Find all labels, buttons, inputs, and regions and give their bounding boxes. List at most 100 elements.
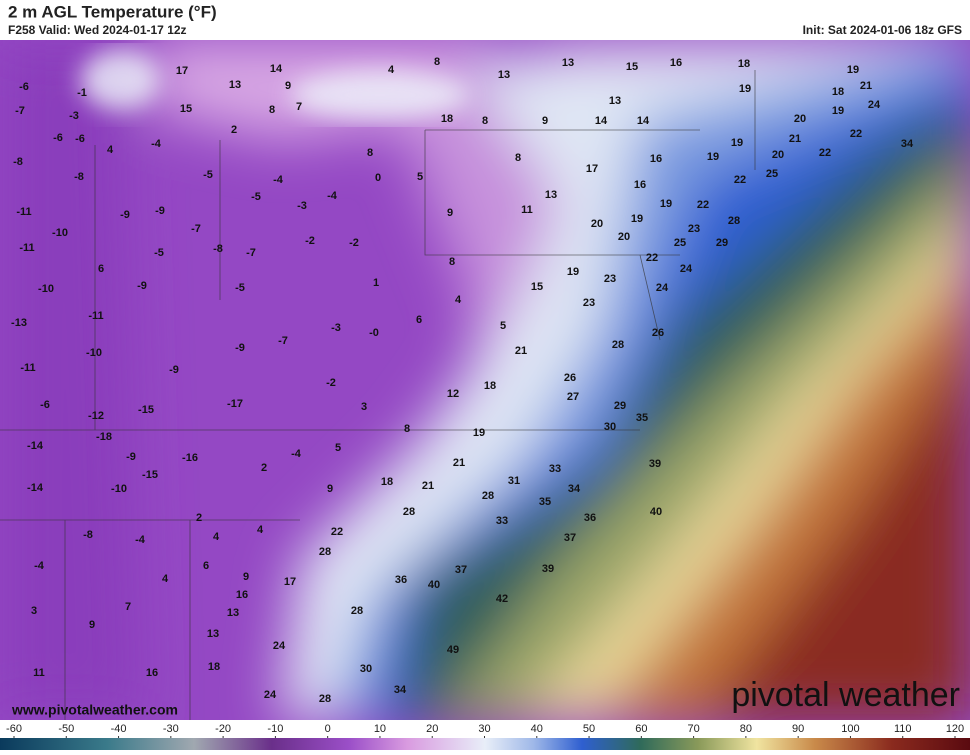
temperature-label: 18 (738, 58, 750, 70)
temperature-label: 9 (89, 619, 95, 631)
temperature-label: 42 (496, 593, 508, 605)
temperature-label: 19 (660, 198, 672, 210)
temperature-label: 4 (213, 531, 220, 543)
temperature-label: -10 (111, 483, 127, 495)
colorbar-tick-label: -40 (111, 723, 127, 735)
temperature-label: 4 (455, 294, 462, 306)
temperature-label: 39 (649, 458, 661, 470)
temperature-label: -3 (297, 200, 307, 212)
title: 2 m AGL Temperature (°F) (8, 2, 217, 21)
temperature-label: 21 (515, 345, 527, 357)
temperature-label: 18 (832, 86, 844, 98)
temperature-label: 13 (498, 69, 510, 81)
temperature-label: 49 (447, 644, 459, 656)
temperature-label: -7 (15, 105, 25, 117)
temperature-label: -15 (142, 469, 158, 481)
temperature-label: -12 (88, 410, 104, 422)
temperature-label: 18 (208, 661, 220, 673)
temperature-label: 8 (515, 152, 521, 164)
temperature-label: 21 (422, 480, 434, 492)
temperature-label: 5 (417, 171, 423, 183)
station-labels: -6 -1 -7 -3 -6 -6 4 -4 -8 -8 -5 -4 -5 -3 -4 0 5 -11 -9 -9 -7… (11, 56, 914, 705)
temperature-label: 23 (688, 223, 700, 235)
temperature-label: 40 (428, 579, 440, 591)
temperature-label: -0 (369, 327, 379, 339)
temperature-label: 18 (381, 476, 393, 488)
temperature-label: 11 (33, 667, 45, 679)
temperature-label: -11 (20, 362, 35, 374)
temperature-label: -5 (203, 169, 213, 181)
temperature-label: 28 (728, 215, 740, 227)
temperature-label: 20 (794, 113, 806, 125)
temperature-label: -4 (273, 174, 284, 186)
temperature-label: -9 (155, 205, 165, 217)
temperature-label: 6 (416, 314, 422, 326)
temperature-label: -6 (53, 132, 63, 144)
temperature-label: 12 (447, 388, 459, 400)
temperature-label: 25 (674, 237, 686, 249)
temperature-label: 0 (375, 172, 381, 184)
init-time: Init: Sat 2024-01-06 18z GFS (803, 23, 962, 37)
temperature-label: 33 (549, 463, 561, 475)
temperature-label: 33 (496, 515, 508, 527)
temperature-label: -7 (191, 223, 201, 235)
temperature-label: -8 (213, 243, 223, 255)
colorbar-tick-label: 50 (583, 723, 595, 735)
colorbar-tick-label: 0 (325, 723, 331, 735)
temperature-label: 19 (832, 105, 844, 117)
temperature-label: 22 (819, 147, 831, 159)
temperature-label: -18 (96, 431, 112, 443)
temperature-label: 3 (361, 401, 367, 413)
temperature-label: 5 (335, 442, 341, 454)
temperature-label: 21 (789, 133, 801, 145)
temperature-label: 15 (626, 61, 638, 73)
temperature-label: 24 (264, 689, 277, 701)
temperature-label: 20 (591, 218, 603, 230)
temperature-label: 39 (542, 563, 554, 575)
temperature-label: 19 (631, 213, 643, 225)
temperature-label: 34 (901, 138, 914, 150)
temperature-label: -10 (52, 227, 68, 239)
temperature-label: -1 (77, 87, 87, 99)
temperature-label: -9 (126, 451, 136, 463)
temperature-label: 6 (203, 560, 209, 572)
temperature-label: 11 (521, 204, 533, 216)
temperature-label: 9 (327, 483, 333, 495)
temperature-label: 28 (403, 506, 415, 518)
temperature-label: 8 (434, 56, 440, 68)
temperature-label: 17 (284, 576, 296, 588)
temperature-label: -3 (69, 110, 79, 122)
temperature-label: -9 (169, 364, 179, 376)
temperature-label: -11 (88, 310, 103, 322)
temperature-label: 4 (162, 573, 169, 585)
temperature-label: -5 (235, 282, 245, 294)
temperature-label: -2 (305, 235, 315, 247)
brand-watermark: pivotal weather (731, 676, 960, 714)
temperature-label: 22 (646, 252, 658, 264)
temperature-label: -3 (331, 322, 341, 334)
temperature-label: 19 (731, 137, 743, 149)
temperature-label: 26 (652, 327, 664, 339)
temperature-label: 31 (508, 475, 520, 487)
temperature-label: 19 (707, 151, 719, 163)
colorbar-tick-label: -10 (267, 723, 283, 735)
temperature-label: -2 (349, 237, 359, 249)
temperature-label: -8 (83, 529, 93, 541)
temperature-label: -10 (38, 283, 54, 295)
temperature-label: 17 (176, 65, 188, 77)
temperature-label: 4 (388, 64, 395, 76)
temperature-label: -2 (326, 377, 336, 389)
temperature-label: -6 (19, 81, 29, 93)
temperature-label: 24 (656, 282, 669, 294)
temperature-label: -4 (135, 534, 146, 546)
temperature-label: 28 (319, 546, 331, 558)
temperature-label: 8 (269, 104, 275, 116)
temperature-label: -4 (34, 560, 45, 572)
temperature-label: 20 (618, 231, 630, 243)
temperature-label: -15 (138, 404, 154, 416)
temperature-label: 34 (568, 483, 581, 495)
colorbar-tick-label: 30 (478, 723, 490, 735)
valid-time: F258 Valid: Wed 2024-01-17 12z (8, 23, 187, 37)
temperature-label: 28 (612, 339, 624, 351)
